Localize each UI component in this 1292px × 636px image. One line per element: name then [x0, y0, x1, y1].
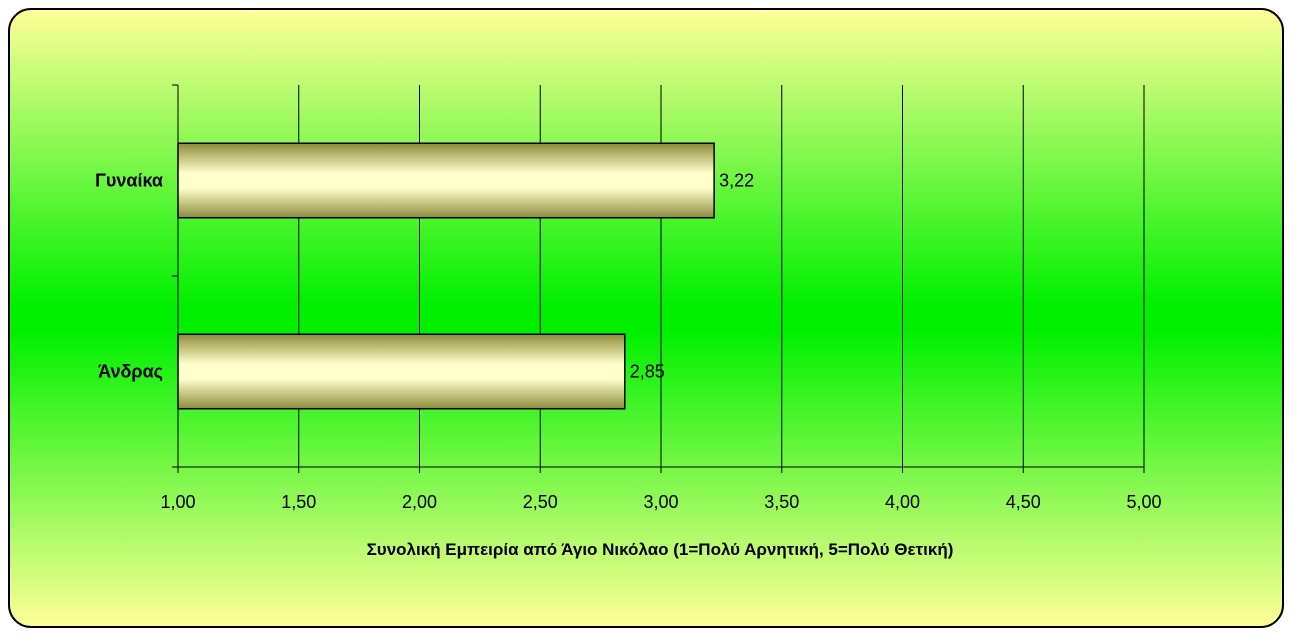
bar	[177, 142, 715, 219]
bar	[177, 333, 626, 410]
category-label: Άνδρας	[98, 362, 163, 382]
x-tick-label: 2,50	[523, 492, 558, 512]
x-tick-label: 5,00	[1126, 492, 1161, 512]
data-label: 2,85	[630, 362, 665, 382]
x-tick-label: 4,50	[1006, 492, 1041, 512]
x-tick-label: 1,50	[281, 492, 316, 512]
x-tick-label: 4,00	[885, 492, 920, 512]
chart-background	[8, 8, 1284, 628]
bars	[177, 142, 715, 410]
labels: 1,00 1,50 2,00 2,50 3,00 3,50 4,00 4,50 5,00 Γυνα…	[95, 171, 1161, 513]
x-tick-label: 1,00	[160, 492, 195, 512]
x-tick-label: 2,00	[402, 492, 437, 512]
category-label: Γυναίκα	[95, 171, 163, 191]
x-tick-label: 3,50	[764, 492, 799, 512]
x-axis-title: Συνολική Εμπειρία από Άγιο Νικόλαο (1=Πο…	[367, 540, 954, 559]
x-tick-label: 3,00	[643, 492, 678, 512]
data-label: 3,22	[719, 171, 754, 191]
